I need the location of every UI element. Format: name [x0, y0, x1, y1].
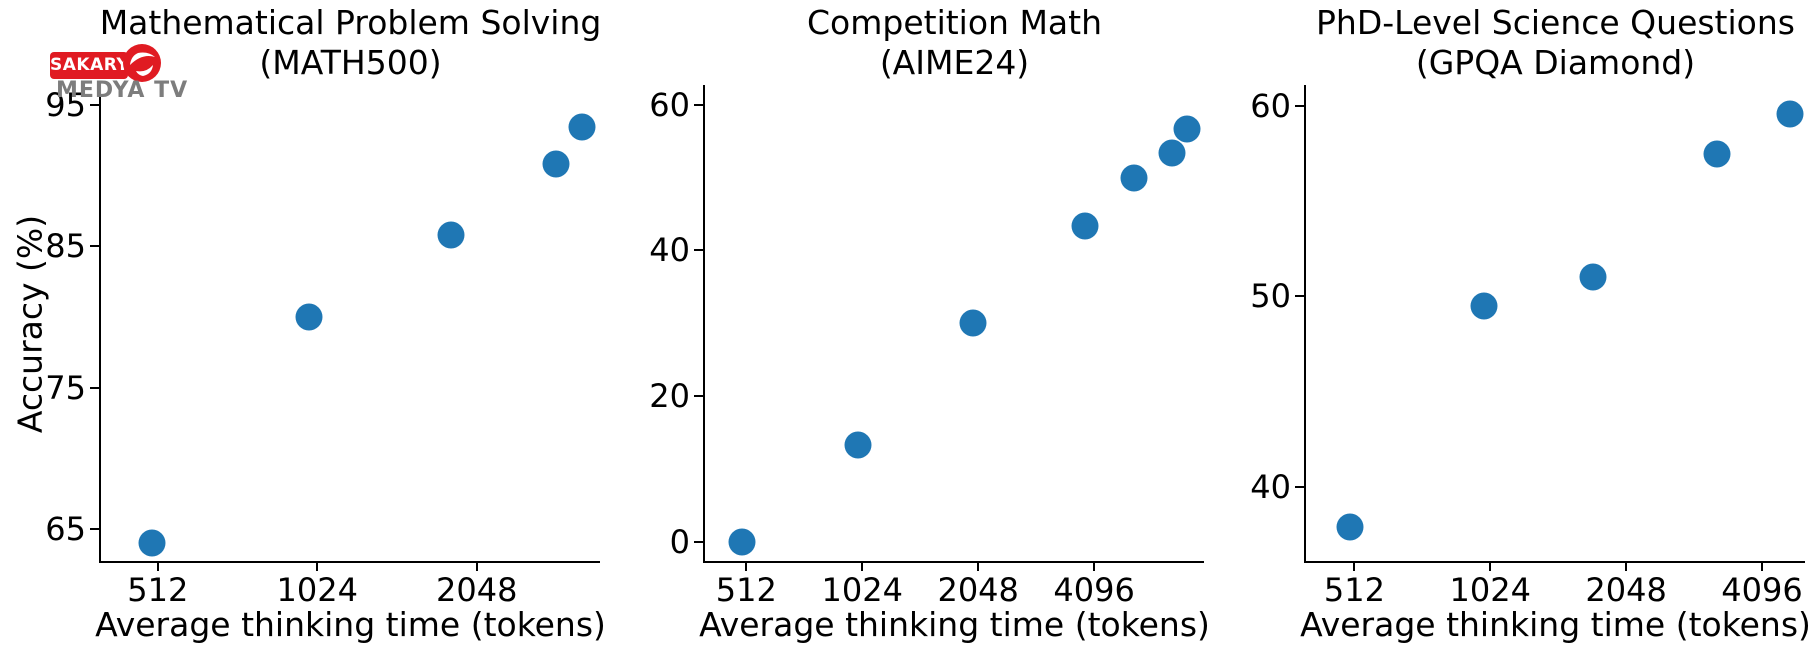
x-tick-label: 1024	[1449, 571, 1531, 609]
y-tick-mark	[1295, 485, 1304, 488]
data-point	[437, 221, 465, 249]
data-point	[1158, 139, 1186, 167]
y-tick-label: 40	[1250, 467, 1291, 506]
globe-icon	[122, 43, 162, 83]
plot-area	[99, 85, 600, 563]
y-tick-label: 85	[45, 227, 86, 266]
x-tick-mark	[1761, 562, 1764, 571]
data-point	[1336, 513, 1364, 541]
y-tick-mark	[90, 103, 99, 106]
plot-area	[703, 85, 1204, 563]
x-tick-label: 512	[127, 571, 189, 609]
chart-title-line2: (MATH500)	[259, 43, 442, 82]
x-tick-mark	[1093, 562, 1096, 571]
y-tick-mark	[90, 528, 99, 531]
chart-title-line1: Mathematical Problem Solving	[99, 3, 602, 42]
data-point	[1776, 100, 1804, 128]
data-point	[1470, 292, 1498, 320]
x-tick-mark	[1489, 562, 1492, 571]
data-point	[1579, 263, 1607, 291]
chart-title: Competition Math (AIME24)	[807, 3, 1102, 83]
y-tick-label: 75	[45, 368, 86, 407]
y-tick-label: 60	[1250, 86, 1291, 125]
chart-title-line1: PhD-Level Science Questions	[1316, 3, 1795, 42]
x-axis-label: Average thinking time (tokens)	[1300, 605, 1811, 644]
y-tick-mark	[90, 245, 99, 248]
y-tick-label: 0	[669, 522, 690, 561]
data-point	[542, 150, 570, 178]
y-tick-mark	[694, 103, 703, 106]
x-tick-mark	[316, 562, 319, 571]
y-tick-label: 40	[649, 231, 690, 270]
y-tick-mark	[1295, 104, 1304, 107]
y-tick-mark	[1295, 295, 1304, 298]
x-tick-mark	[475, 562, 478, 571]
y-tick-label: 60	[649, 85, 690, 124]
y-tick-mark	[90, 386, 99, 389]
data-point	[959, 309, 987, 337]
data-point	[138, 529, 166, 557]
x-tick-label: 4096	[1053, 571, 1135, 609]
x-tick-mark	[745, 562, 748, 571]
chart-title-line2: (AIME24)	[879, 43, 1030, 82]
x-tick-mark	[861, 562, 864, 571]
data-point	[1120, 164, 1148, 192]
y-tick-label: 20	[649, 377, 690, 416]
y-tick-label: 95	[45, 85, 86, 124]
y-tick-label: 50	[1250, 277, 1291, 316]
x-tick-label: 4096	[1721, 571, 1803, 609]
data-point	[728, 528, 756, 556]
data-point	[1173, 115, 1201, 143]
y-tick-mark	[694, 249, 703, 252]
x-tick-label: 1024	[276, 571, 358, 609]
watermark-subtitle: MEDYA TV	[56, 78, 189, 103]
x-tick-label: 2048	[937, 571, 1019, 609]
x-tick-mark	[1625, 562, 1628, 571]
x-tick-mark	[156, 562, 159, 571]
data-point	[844, 431, 872, 459]
y-tick-label: 65	[45, 510, 86, 549]
y-tick-mark	[694, 540, 703, 543]
plot-area	[1304, 85, 1805, 563]
x-tick-label: 1024	[821, 571, 903, 609]
y-tick-mark	[694, 395, 703, 398]
data-point	[1703, 140, 1731, 168]
chart-title-line1: Competition Math	[807, 3, 1102, 42]
x-axis-label: Average thinking time (tokens)	[699, 605, 1210, 644]
x-tick-label: 512	[715, 571, 777, 609]
data-point	[568, 113, 596, 141]
sakarya-logo-box: SAKARYA	[50, 52, 141, 79]
x-tick-mark	[1353, 562, 1356, 571]
chart-title-line2: (GPQA Diamond)	[1415, 43, 1696, 82]
data-point	[1071, 212, 1099, 240]
data-point	[295, 303, 323, 331]
chart-title: PhD-Level Science Questions (GPQA Diamon…	[1316, 3, 1795, 83]
x-axis-label: Average thinking time (tokens)	[95, 605, 606, 644]
x-tick-mark	[977, 562, 980, 571]
x-tick-label: 2048	[435, 571, 518, 609]
chart-title: Mathematical Problem Solving (MATH500)	[100, 3, 602, 83]
x-tick-label: 2048	[1585, 571, 1667, 609]
x-tick-label: 512	[1323, 571, 1385, 609]
